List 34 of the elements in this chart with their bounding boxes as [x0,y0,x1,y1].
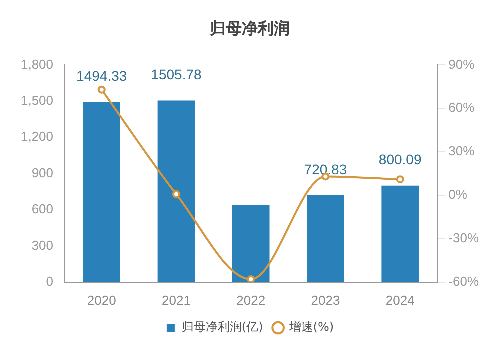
x-tick-label: 2020 [87,292,116,308]
y2-tick-label: 60% [448,100,476,116]
data-label: 800.09 [378,152,422,168]
y-tick-label: 600 [32,202,54,217]
y-tick-label: 900 [32,165,54,180]
y-tick-label: 0 [46,274,54,289]
data-label: 720.83 [304,161,348,178]
y-tick-label: 1,500 [20,92,54,108]
point [396,176,404,184]
bar [382,186,419,282]
point [98,86,106,94]
point [172,190,180,198]
y-tick-label: 1,200 [20,129,54,144]
x-tick-label: 2022 [236,292,266,308]
y-tick-label: 1,800 [20,56,54,72]
x-tick-label: 2023 [311,292,340,308]
y2-tick-label: -30% [448,230,480,246]
legend-label: 归母净利润(亿) [182,320,264,334]
x-tick-label: 2024 [386,292,415,308]
bar [158,100,196,282]
point [247,276,256,282]
data-label: 1494.33 [76,68,128,84]
bar [232,205,270,282]
y-tick-label: 300 [32,238,54,253]
legend-label: 增速(%) [288,320,334,334]
y2-tick-label: -60% [448,274,480,289]
chart-title: 归母净利润 [209,18,290,38]
data-label: 1505.78 [151,66,202,83]
bar [307,195,344,282]
bar [83,102,120,282]
y2-tick-label: 90% [448,56,476,72]
y2-tick-label: 0% [448,187,468,202]
y2-tick-label: 30% [448,144,476,159]
x-tick-label: 2021 [162,292,191,308]
